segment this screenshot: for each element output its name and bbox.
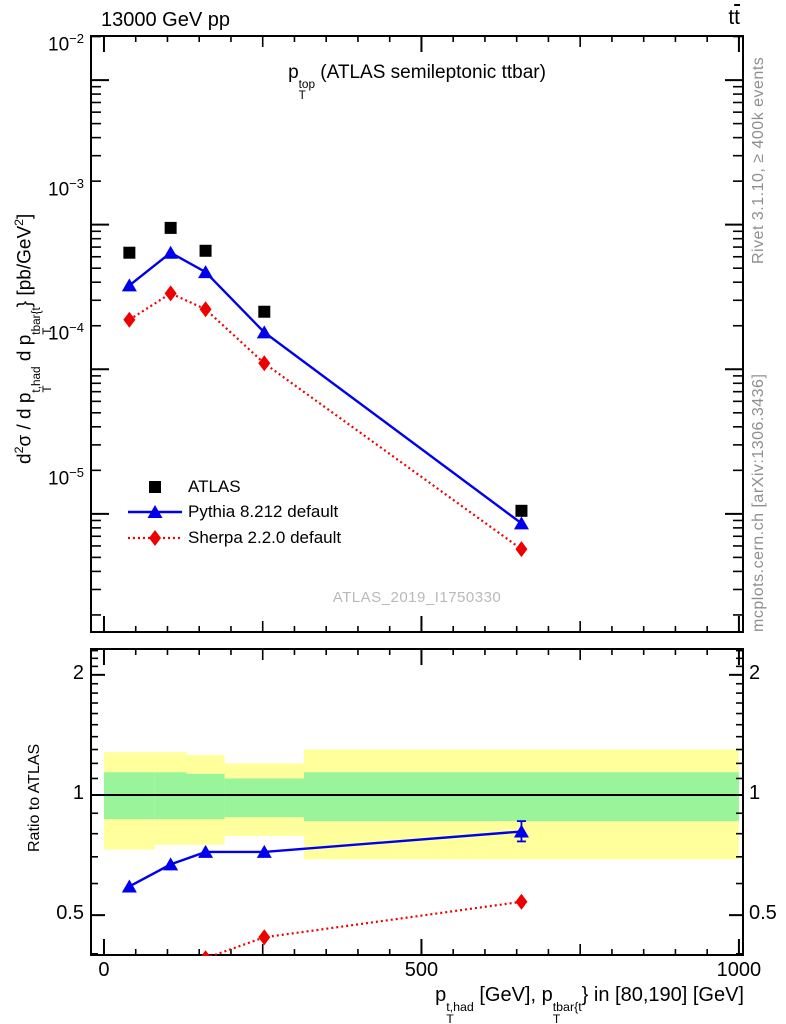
beam-energy-label: 13000 GeV pp	[101, 9, 230, 31]
y-tick-label: 10−3	[48, 175, 84, 200]
legend-label: Sherpa 2.2.0 default	[188, 527, 342, 547]
ratio-tick-label: 0.5	[56, 902, 84, 925]
ratio-tick-label-right: 0.5	[749, 902, 777, 925]
y-tick-label: 10−2	[48, 31, 84, 56]
analysis-watermark: ATLAS_2019_I1750330	[332, 589, 502, 606]
ratio-plot	[90, 648, 744, 956]
generator-note: Rivet 3.1.10, ≥ 400k events	[750, 56, 767, 264]
x-tick-label: 0	[98, 959, 110, 981]
legend-item-pythia: Pythia 8.212 default	[126, 500, 341, 526]
plot-title: p top T (ATLAS semileptonic ttbar)	[288, 62, 546, 102]
diamond-marker-icon	[128, 529, 182, 546]
legend: ATLAS Pythia 8.212 default Sherpa 2.2.0 de…	[126, 474, 341, 551]
y-tick-label: 10−5	[48, 464, 84, 490]
y-tick-label: 10−4	[48, 320, 84, 345]
triangle-marker-icon	[128, 505, 182, 519]
square-marker-icon	[149, 480, 161, 493]
ratio-tick-label: 2	[72, 661, 84, 684]
ratio-tick-label-right: 1	[749, 781, 761, 804]
x-axis-title: p t,had T [GeV], p tbar{t T} in [80,190] [Ge…	[435, 984, 744, 1024]
legend-label: ATLAS	[188, 476, 241, 496]
main-plot	[90, 35, 744, 633]
process-label: tt	[728, 6, 740, 29]
x-tick-label: 500	[404, 959, 439, 981]
legend-item-atlas: ATLAS	[126, 474, 341, 500]
mcplots-note: mcplots.cern.ch [arXiv:1306.3436]	[750, 373, 767, 632]
legend-label: Pythia 8.212 default	[188, 502, 339, 522]
legend-item-sherpa: Sherpa 2.2.0 default	[126, 525, 341, 551]
ratio-tick-label: 1	[72, 781, 84, 804]
ratio-tick-label-right: 2	[749, 661, 761, 684]
x-tick-label: 1000	[716, 959, 762, 981]
